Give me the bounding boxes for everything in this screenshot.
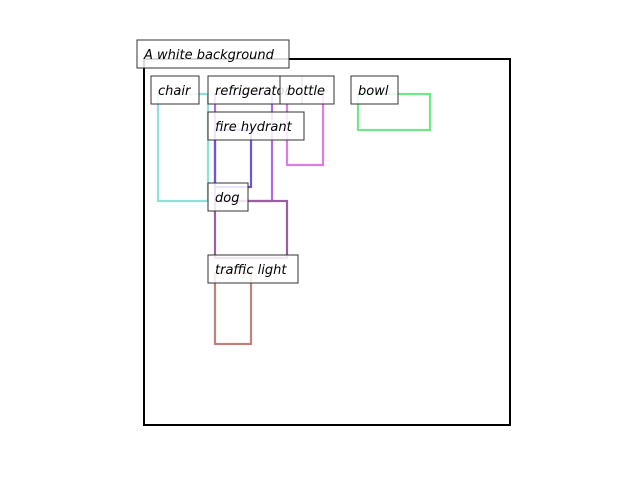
label-fire-hydrant: fire hydrant	[208, 112, 304, 140]
label-bottle: bottle	[280, 76, 334, 104]
label-traffic-light: traffic light	[208, 255, 298, 283]
bbox-chair	[158, 94, 208, 201]
label-text: bottle	[287, 84, 325, 99]
label-text: fire hydrant	[215, 120, 293, 135]
label-text: bowl	[358, 84, 389, 99]
label-text: dog	[215, 191, 239, 206]
label-chair: chair	[151, 76, 199, 104]
bbox-traffic-light	[215, 273, 251, 344]
caption-text: A white background	[143, 48, 275, 63]
label-dog: dog	[208, 183, 248, 211]
label-bowl: bowl	[351, 76, 398, 104]
canvas-frame	[144, 59, 510, 425]
label-text: chair	[158, 84, 192, 99]
caption: A white background	[137, 40, 289, 68]
label-text: traffic light	[215, 263, 287, 278]
